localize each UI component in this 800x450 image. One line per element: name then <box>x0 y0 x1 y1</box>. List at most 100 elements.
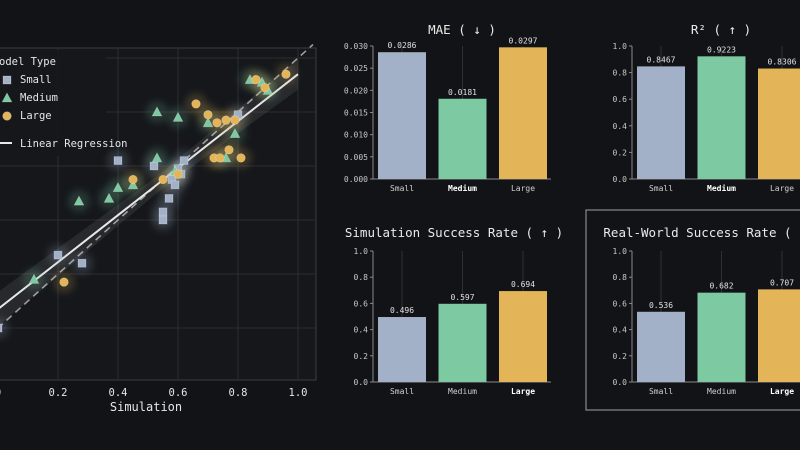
scatter-point-small <box>158 207 168 217</box>
bar-small <box>637 311 685 382</box>
legend-box <box>0 50 106 156</box>
bar-chart-title: Simulation Success Rate ( ↑ ) <box>345 225 563 240</box>
bar-value-label: 0.536 <box>649 301 673 310</box>
scatter-point-small <box>164 194 174 203</box>
bar-category-label: Medium <box>448 387 477 396</box>
bar-category-label: Large <box>511 184 535 193</box>
scatter-point-medium <box>151 152 163 163</box>
bar-ytick-label: 0.4 <box>613 122 628 131</box>
bar-chart-title: Real-World Success Rate ( ↑ <box>603 225 800 240</box>
scatter-point-large <box>173 169 183 179</box>
bar-category-label: Medium <box>707 183 736 193</box>
bar-ytick-label: 1.0 <box>613 247 628 256</box>
scatter-point-small <box>0 323 3 333</box>
scatter-point-medium <box>103 192 115 203</box>
bar-value-label: 0.9223 <box>707 45 736 54</box>
identity-line <box>0 43 314 328</box>
bar-category-label: Large <box>770 184 794 193</box>
bar-value-label: 0.8306 <box>768 58 797 67</box>
highlight-frame <box>585 209 800 411</box>
bar-ytick-label: 1.0 <box>613 42 628 51</box>
bar-category-label: Medium <box>707 387 736 396</box>
bar-value-label: 0.694 <box>511 280 535 289</box>
bar-large <box>499 47 547 179</box>
bar-value-label: 0.8467 <box>647 55 676 64</box>
bar-small <box>378 52 426 179</box>
scatter-point-large <box>236 153 246 163</box>
scatter-point-medium <box>151 106 163 117</box>
bar-category-label: Small <box>390 387 414 396</box>
bar-category-label: Large <box>770 387 794 396</box>
legend-marker-medium <box>1 92 13 103</box>
scatter-point-large <box>158 174 168 185</box>
bar-category-label: Small <box>649 184 673 193</box>
bar-category-label: Large <box>511 387 535 396</box>
bar-medium <box>438 98 487 179</box>
scatter-legend: odel Type Small Medium Large Linear Regressi… <box>0 50 127 156</box>
legend-entry-large: Large <box>20 110 52 122</box>
scatter-point-medium <box>127 179 139 190</box>
bar-ytick-label: 0.6 <box>613 95 628 104</box>
scatter-point-large <box>203 110 213 120</box>
bar-category-label: Small <box>390 184 414 193</box>
bar-medium <box>697 56 746 179</box>
bar-ytick-label: 0.8 <box>354 273 369 282</box>
bar-category-label: Small <box>649 387 673 396</box>
bar-large <box>758 68 800 179</box>
bar-ytick-label: 0.0 <box>613 175 628 184</box>
point-glow <box>0 317 9 339</box>
bar-chart-3: Simulation Success Rate ( ↑ ) 0.0 0.2 0.4 0.… <box>345 225 563 396</box>
scatter-point-small <box>158 215 168 225</box>
bar-ytick-label: 0.005 <box>344 153 368 162</box>
scatter-point-small <box>179 156 189 165</box>
bar-chart-1: MAE ( ↓ ) 0.000 0.005 0.010 0.015 0.020 0.025 0… <box>344 22 551 193</box>
legend-entry-regression: Linear Regression <box>20 138 127 150</box>
bar-value-label: 0.0181 <box>448 88 477 97</box>
scatter-point-large <box>230 115 240 125</box>
bar-ytick-label: 0.4 <box>613 326 628 335</box>
bar-ytick-label: 0.2 <box>613 148 628 157</box>
bar-ytick-label: 0.0 <box>354 378 369 387</box>
scatter-point-large <box>215 153 225 163</box>
bar-value-label: 0.0286 <box>388 41 417 50</box>
bar-large <box>758 289 800 382</box>
scatter-chart: 0 0.2 0.4 0.6 0.8 1.0 Simulation odel Type Small… <box>0 43 317 414</box>
bar-ytick-label: 0.020 <box>344 86 368 95</box>
bar-chart-title: R² ( ↑ ) <box>691 22 751 37</box>
bar-medium <box>438 303 487 382</box>
scatter-point-large <box>251 74 261 85</box>
bar-ytick-label: 0.030 <box>344 42 368 51</box>
bar-chart-4: Real-World Success Rate ( ↑ 0.0 0.2 0.4 0.6 0… <box>585 209 800 411</box>
bar-ytick-label: 1.0 <box>354 247 369 256</box>
scatter-point-large <box>212 118 222 128</box>
bar-ytick-label: 0.6 <box>613 299 628 308</box>
bar-chart-2: R² ( ↑ ) 0.0 0.2 0.4 0.6 0.8 1.0 0.8467 Small 0.9… <box>613 22 800 193</box>
bar-value-label: 0.0297 <box>509 36 538 45</box>
scatter-xtick: 0.2 <box>49 387 68 399</box>
scatter-point-large <box>260 83 270 93</box>
scatter-point-large <box>128 174 138 185</box>
bar-ytick-label: 0.2 <box>354 352 369 361</box>
scatter-xtick: 0 <box>0 387 1 399</box>
scatter-point-large <box>221 115 231 125</box>
scatter-xtick: 0.6 <box>169 387 188 399</box>
legend-entry-medium: Medium <box>20 92 58 104</box>
bar-small <box>637 66 685 179</box>
bar-small <box>378 317 426 382</box>
scatter-xtick: 0.4 <box>109 387 128 399</box>
bar-value-label: 0.707 <box>770 278 794 287</box>
bar-chart-title: MAE ( ↓ ) <box>428 22 496 37</box>
scatter-xtick: 1.0 <box>289 387 308 399</box>
legend-entry-small: Small <box>20 74 52 86</box>
bar-ytick-label: 0.010 <box>344 131 368 140</box>
bar-ytick-label: 0.4 <box>354 326 369 335</box>
scatter-point-small <box>170 180 180 190</box>
bar-category-label: Medium <box>448 183 477 193</box>
bar-ytick-label: 0.6 <box>354 299 369 308</box>
scatter-point-medium <box>112 181 124 192</box>
bar-value-label: 0.597 <box>450 293 474 302</box>
legend-marker-small <box>2 75 12 85</box>
scatter-point-small <box>113 156 123 165</box>
